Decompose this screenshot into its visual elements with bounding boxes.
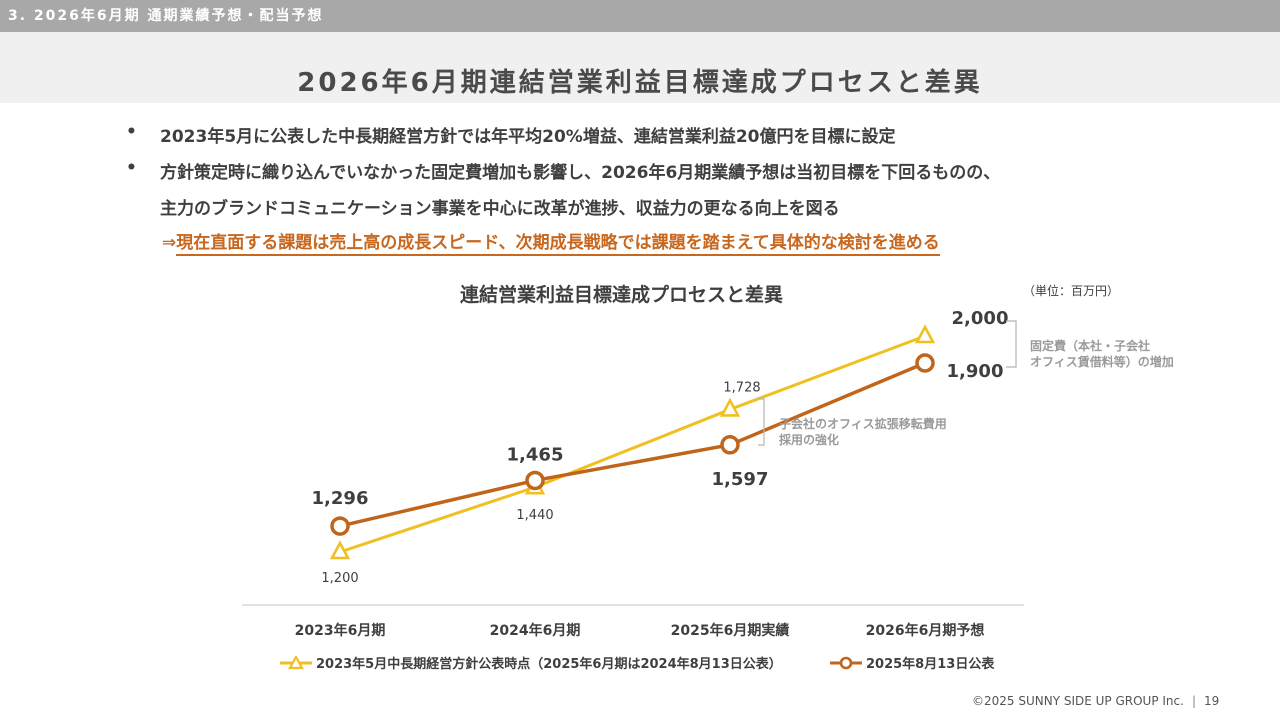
circle-marker [720,435,740,455]
conclusion-text: 現在直面する課題は売上高の成長スピード、次期成長戦略では課題を踏まえて具体的な検… [176,233,940,256]
conclusion-line: ⇒現在直面する課題は売上高の成長スピード、次期成長戦略では課題を踏まえて具体的な… [162,228,940,256]
footer: ©2025 SUNNY SIDE UP GROUP Inc. | 19 [972,694,1219,708]
data-label-actual: 1,900 [947,361,1004,382]
data-label-plan: 1,200 [321,571,358,586]
series-line-plan [339,334,926,554]
unit-label: （単位：百万円） [1023,284,1120,298]
series-line-actual [339,361,926,528]
page-title: 2026年6月期連結営業利益目標達成プロセスと差異 [297,68,983,98]
triangle-marker-icon [280,655,312,669]
legend-item-plan: 2023年5月中長期経営方針公表時点（2025年6月期は2024年8月13日公表… [280,653,782,672]
annotation-text: 固定費（本社・子会社 [1030,338,1150,353]
circle-marker [525,470,545,491]
page-number: 19 [1204,694,1220,708]
arrow-mark: ⇒ [162,233,177,253]
bullet-mark: • [126,122,137,142]
annotation-text: 子会社のオフィス拡張移転費用 [779,416,947,431]
triangle-marker [719,397,741,417]
bullet-text: 2023年5月に公表した中長期経営方針では年平均20%増益、連結営業利益20億円… [160,127,896,147]
data-label-plan: 2,000 [952,308,1009,329]
chart-title: 連結営業利益目標達成プロセスと差異 [460,284,784,306]
footer-separator: | [1191,694,1196,708]
data-label-plan: 1,728 [723,380,760,395]
circle-marker [330,516,350,536]
copyright: ©2025 SUNNY SIDE UP GROUP Inc. [972,694,1184,708]
circle-marker-icon [830,656,862,669]
bullet-text: 方針策定時に織り込んでいなかった固定費増加も影響し、2026年6月期業績予想は当… [160,163,1001,183]
data-label-actual: 1,296 [312,488,369,509]
legend-item-actual: 2025年8月13日公表 [830,653,994,672]
gap-bracket-2026 [1006,320,1017,368]
triangle-marker [329,540,351,560]
x-tick-label: 2026年6月期予想 [866,622,985,639]
data-label-actual: 1,597 [712,469,769,490]
annotation-text: 採用の強化 [779,432,839,447]
section-header: 3. 2026年6月期 通期業績予想・配当予想 [0,0,1280,32]
bullet-mark: • [126,158,137,178]
circle-marker [915,353,935,373]
data-label-plan: 1,440 [516,508,553,523]
legend-label: 2023年5月中長期経営方針公表時点（2025年6月期は2024年8月13日公表… [316,657,782,672]
bullet-text: 主力のブランドコミュニケーション事業を中心に改革が進捗、収益力の更なる向上を図る [160,199,840,219]
triangle-marker [914,324,936,344]
data-label-actual: 1,465 [507,444,564,465]
gap-bracket-2025 [758,398,765,446]
x-tick-label: 2025年6月期実績 [671,622,790,639]
annotation-text: オフィス賃借料等）の増加 [1030,354,1174,369]
title-band [0,32,1280,103]
x-tick-label: 2024年6月期 [490,622,581,639]
x-tick-label: 2023年6月期 [295,622,386,639]
legend-label: 2025年8月13日公表 [866,657,995,672]
